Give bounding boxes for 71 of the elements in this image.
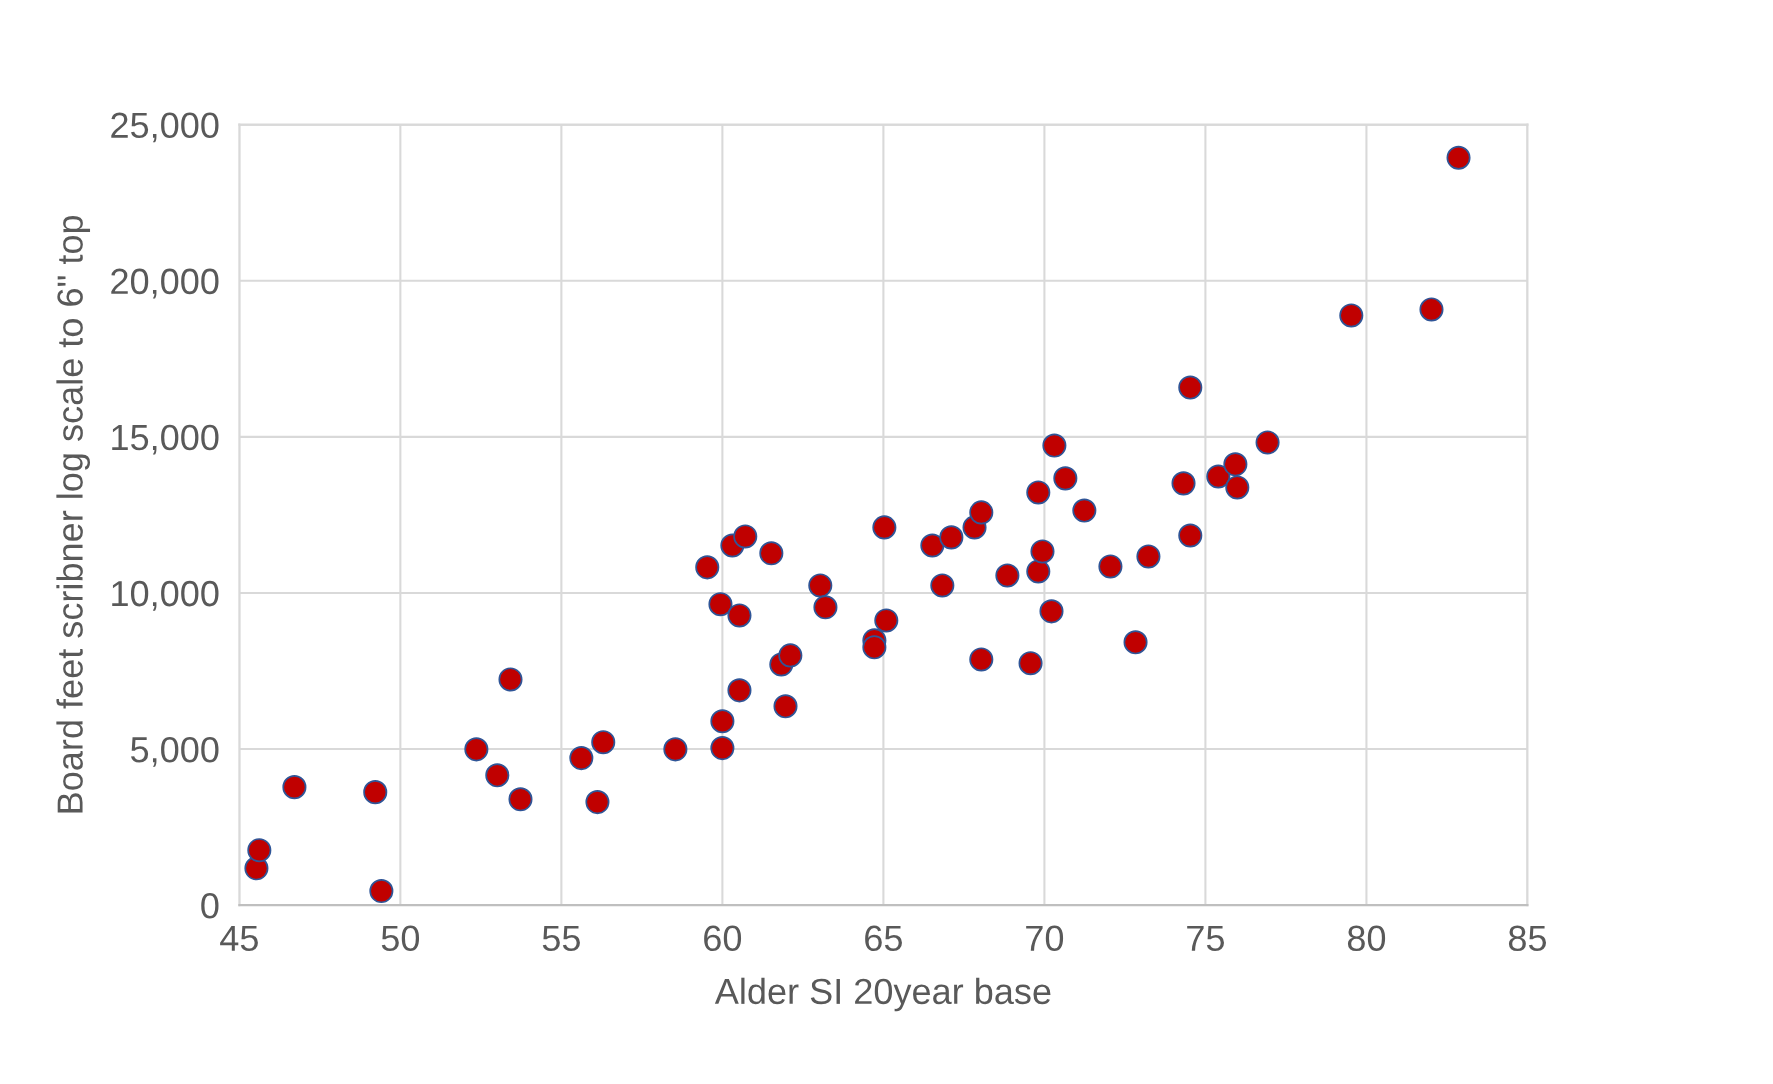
- point: [363, 780, 388, 805]
- point: [569, 746, 594, 771]
- point: [1053, 466, 1078, 491]
- point: [939, 525, 964, 550]
- point: [1178, 375, 1203, 400]
- y-tick-label: 25,000: [111, 112, 219, 143]
- point: [808, 573, 833, 598]
- point: [508, 787, 533, 812]
- point: [969, 500, 994, 525]
- point: [872, 515, 897, 540]
- x-tick-label: 45: [220, 925, 258, 952]
- point: [1018, 651, 1043, 676]
- point: [282, 775, 307, 800]
- x-tick-label: 55: [542, 925, 580, 952]
- x-tick-label: 80: [1347, 925, 1386, 952]
- point: [663, 737, 688, 762]
- point: [1098, 554, 1123, 579]
- point: [1026, 559, 1051, 584]
- point: [485, 763, 510, 788]
- point: [1255, 430, 1280, 455]
- point: [708, 592, 733, 617]
- point: [969, 647, 994, 672]
- point: [733, 524, 758, 549]
- point: [727, 603, 752, 628]
- point: [1446, 145, 1471, 170]
- x-tick-label: 70: [1026, 925, 1064, 952]
- point: [773, 694, 798, 719]
- y-tick-label: 10,000: [112, 580, 219, 611]
- point: [1123, 630, 1148, 655]
- point: [247, 838, 272, 863]
- point: [1339, 303, 1364, 328]
- y-tick-label: 15,000: [112, 424, 219, 455]
- point: [1039, 599, 1064, 624]
- point: [695, 555, 720, 580]
- point: [1206, 464, 1231, 489]
- point: [874, 608, 899, 633]
- point: [369, 879, 394, 904]
- x-axis-title: Alder SI 20year base: [714, 977, 1051, 1012]
- x-tick-label: 60: [704, 925, 742, 952]
- y-tick-label: 20,000: [111, 268, 219, 299]
- point: [1178, 523, 1203, 548]
- point: [710, 709, 735, 734]
- x-tick-label: 85: [1508, 925, 1547, 952]
- point: [995, 563, 1020, 588]
- x-tick-label: 50: [381, 925, 420, 952]
- point: [464, 737, 489, 762]
- point: [498, 667, 523, 692]
- point: [1030, 539, 1055, 564]
- point: [862, 635, 887, 660]
- point: [1419, 297, 1444, 322]
- y-axis-title: Board feet scribner log scale to 6" top: [56, 215, 91, 813]
- point: [1136, 544, 1161, 569]
- point: [1171, 471, 1196, 496]
- y-tick-label: 5,000: [131, 736, 219, 767]
- point: [759, 541, 784, 566]
- point: [591, 730, 616, 755]
- point: [1225, 475, 1250, 500]
- y-tick-label: 0: [201, 893, 219, 919]
- x-tick-label: 65: [865, 925, 902, 952]
- point: [1223, 452, 1248, 477]
- point: [1026, 480, 1051, 505]
- point: [1072, 498, 1097, 523]
- point: [778, 643, 803, 668]
- point: [920, 533, 945, 558]
- point: [585, 790, 610, 815]
- point: [1042, 433, 1067, 458]
- point: [813, 595, 838, 620]
- point: [710, 736, 735, 761]
- x-tick-label: 75: [1187, 925, 1224, 952]
- point: [930, 573, 955, 598]
- point: [727, 678, 752, 703]
